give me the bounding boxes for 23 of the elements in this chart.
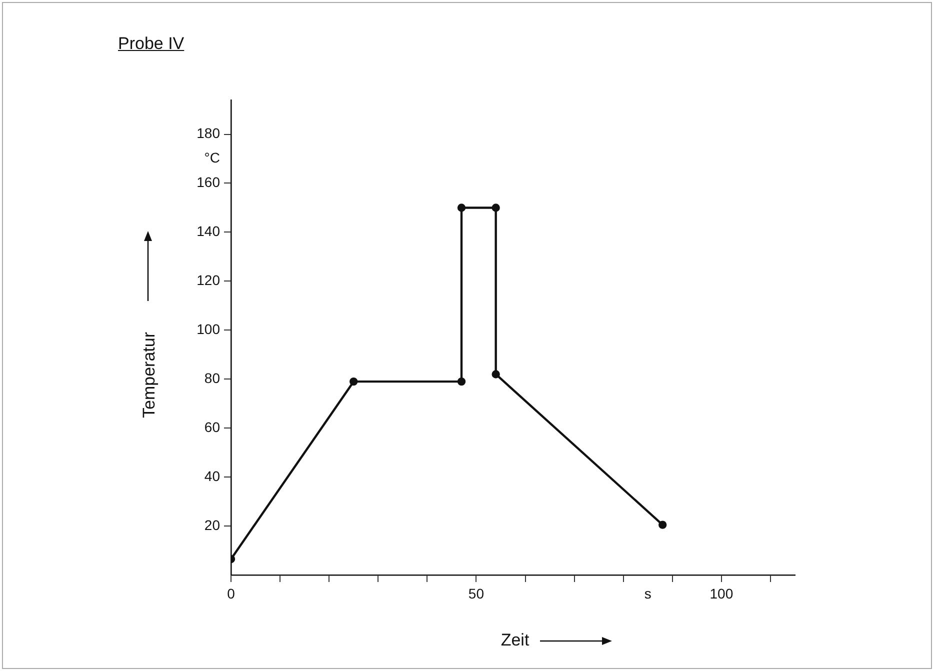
x-tick-label: 100 [710,585,734,602]
y-tick-label: 80 [204,370,220,386]
point [457,204,466,212]
y-tick-label: 140 [196,223,220,240]
point [350,377,358,386]
point [457,377,466,386]
point [492,370,500,378]
point [658,520,667,529]
x-tick-label: s [644,585,652,602]
y-tick-label: 180 [196,125,220,142]
point [492,204,500,212]
y-tick-label: 40 [204,468,220,484]
y-tick-label: °C [204,150,220,166]
y-tick-label: 60 [204,418,220,435]
x-tick-label: 0 [227,585,236,602]
chart-title: Probe IV [118,34,184,54]
y-axis-title: Temperatur [140,332,159,418]
x-axis-title: Zeit [500,630,530,650]
y-tick-label: 120 [196,272,220,288]
x-tick-label: 50 [468,585,484,602]
y-tick-label: 160 [196,174,220,190]
y-tick-label: 100 [196,321,220,338]
y-tick-label: 20 [204,516,220,533]
